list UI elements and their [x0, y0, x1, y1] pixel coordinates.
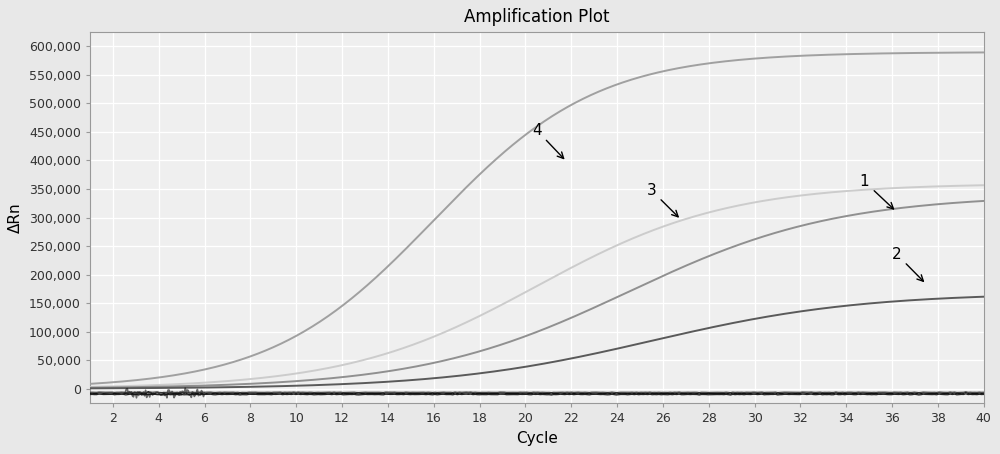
X-axis label: Cycle: Cycle	[516, 431, 558, 446]
Y-axis label: ΔRn: ΔRn	[8, 202, 23, 233]
Text: 4: 4	[532, 123, 564, 158]
Title: Amplification Plot: Amplification Plot	[464, 8, 610, 26]
Text: 2: 2	[892, 247, 923, 281]
Text: 3: 3	[647, 183, 678, 217]
Text: 1: 1	[860, 174, 893, 209]
